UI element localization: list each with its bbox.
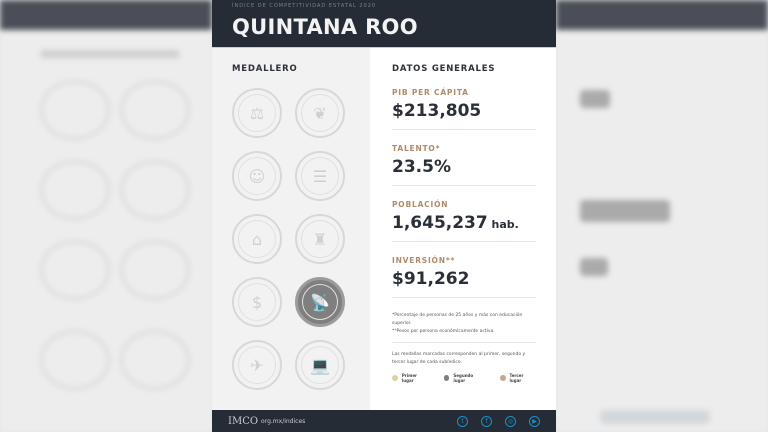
antenna-icon: 📡 (310, 292, 330, 312)
note-inversion: **Pesos por persona económicamente activ… (392, 329, 495, 334)
footer: IMCO org.mx/indices t f ◎ ▶ (212, 410, 556, 432)
indicator-label: TALENTO* (392, 144, 441, 153)
indicator-value: 1,645,237 hab. (392, 213, 536, 242)
medal-antenna: 📡 (295, 277, 345, 327)
imco-logo: IMCO (228, 415, 259, 427)
medallero-panel: MEDALLERO ⚖ ❦ ☺ ☰ ⌂ ♜ $ 📡 ✈ 💻 (212, 47, 370, 410)
people-icon: ☺ (248, 166, 266, 186)
indicator: TALENTO* 23.5% (392, 144, 536, 186)
indicator: POBLACIÓN 1,645,237 hab. (392, 200, 536, 242)
youtube-icon[interactable]: ▶ (529, 415, 540, 427)
legend-first: Primer lugar (392, 373, 430, 383)
datos-title: DATOS GENERALES (392, 64, 496, 74)
indicator-value: $213,805 (392, 101, 536, 130)
indicator-label: POBLACIÓN (392, 200, 449, 209)
bank-icon: ⌂ (251, 229, 263, 249)
document-icon: ☰ (312, 166, 328, 186)
medal-leaf: ❦ (295, 88, 345, 138)
legend-second: Segundo lugar (443, 373, 486, 383)
medal-factory: ♜ (295, 214, 345, 264)
note-talento: *Porcentaje de personas de 25 años y más… (392, 313, 523, 326)
medal-scales: ⚖ (232, 88, 282, 138)
medal-people: ☺ (232, 151, 282, 201)
infographic-card: ÍNDICE DE COMPETITIVIDAD ESTATAL 2020 QU… (212, 0, 556, 432)
legend-text: Las medallas marcadas corresponden al pr… (392, 352, 526, 365)
medal-laptop: 💻 (295, 340, 345, 390)
state-title: QUINTANA ROO (232, 15, 418, 39)
medal-document: ☰ (295, 151, 345, 201)
indicator-label: PIB PER CÁPITA (392, 88, 469, 97)
medal-coins: $ (232, 277, 282, 327)
facebook-icon[interactable]: f (481, 415, 492, 427)
factory-icon: ♜ (312, 229, 328, 249)
header: ÍNDICE DE COMPETITIVIDAD ESTATAL 2020 QU… (212, 0, 556, 47)
medal-airplane: ✈ (232, 340, 282, 390)
indicator: INVERSIÓN** $91,262 (392, 256, 536, 298)
twitter-icon[interactable]: t (457, 415, 468, 427)
indicator: PIB PER CÁPITA $213,805 (392, 88, 536, 130)
indicator-value: $91,262 (392, 269, 536, 298)
indicator-label: INVERSIÓN** (392, 256, 456, 265)
instagram-icon[interactable]: ◎ (505, 415, 516, 427)
laptop-icon: 💻 (310, 355, 330, 375)
footer-url[interactable]: org.mx/indices (261, 417, 306, 425)
indicator-value: 23.5% (392, 157, 536, 186)
medal-legend: Primer lugar Segundo lugar Tercer lugar (392, 373, 536, 383)
leaf-icon: ❦ (313, 103, 327, 123)
coins-icon: $ (251, 292, 263, 312)
medal-bank: ⌂ (232, 214, 282, 264)
airplane-icon: ✈ (250, 355, 264, 375)
supertitle: ÍNDICE DE COMPETITIVIDAD ESTATAL 2020 (232, 3, 377, 9)
scales-icon: ⚖ (249, 103, 265, 123)
datos-generales-panel: DATOS GENERALES PIB PER CÁPITA $213,805 TA… (370, 47, 556, 410)
legend-third: Tercer lugar (499, 373, 536, 383)
medallero-title: MEDALLERO (232, 64, 298, 74)
